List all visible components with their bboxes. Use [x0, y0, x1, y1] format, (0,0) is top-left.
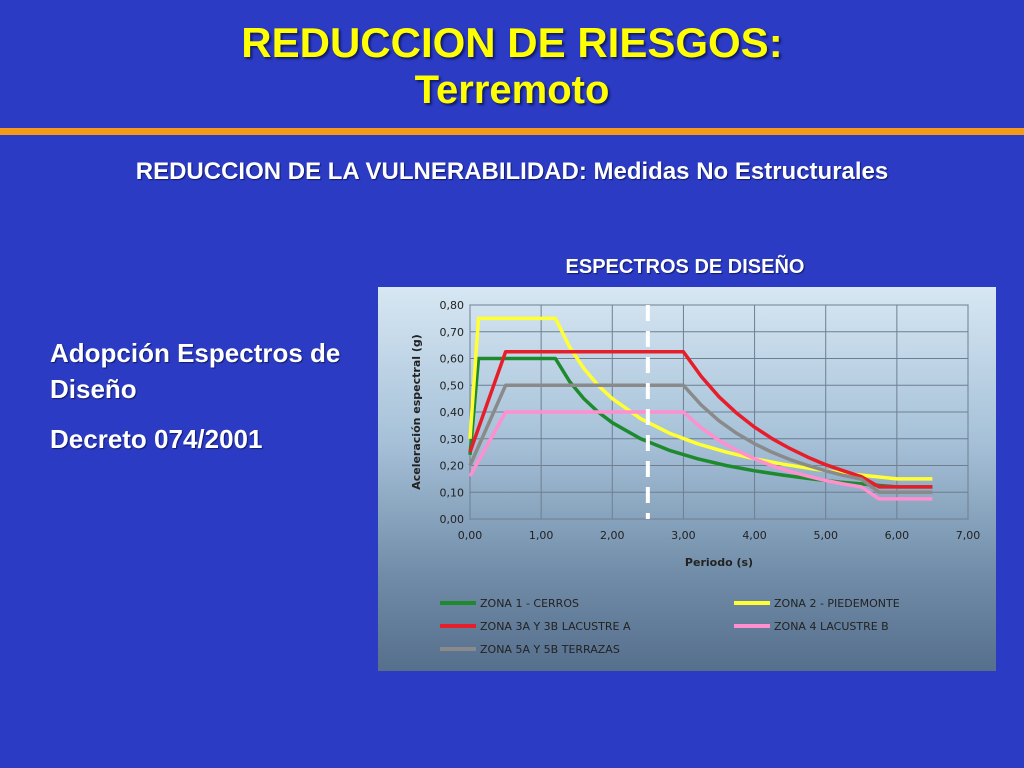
chart-panel: 0,00 0,10 0,20 0,30 0,40 0,50 0,60 0,70 0,80 0,00…: [378, 287, 996, 671]
spectra-chart: 0,00 0,10 0,20 0,30 0,40 0,50 0,60 0,70 0,80 0,00…: [410, 299, 981, 656]
y-axis-label: Aceleración espectral (g): [410, 334, 423, 490]
x-axis-label: Periodo (s): [685, 556, 753, 569]
y-tick-label: 0,00: [440, 513, 465, 526]
y-tick-label: 0,80: [440, 299, 465, 312]
x-tick-label: 3,00: [671, 529, 696, 542]
y-tick-label: 0,20: [440, 460, 465, 473]
y-tick-label: 0,50: [440, 379, 465, 392]
slide-title-subline: Terremoto: [414, 68, 610, 112]
x-tick-label: 7,00: [956, 529, 981, 542]
adoption-text: Adopción Espectros de Diseño: [50, 338, 341, 404]
y-tick-label: 0,70: [440, 326, 465, 339]
series-line: [468, 316, 933, 481]
legend-label: ZONA 3A Y 3B LACUSTRE A: [480, 620, 631, 633]
legend-label: ZONA 1 - CERROS: [480, 597, 579, 610]
title-divider: [0, 128, 1024, 135]
x-tick-label: 5,00: [813, 529, 838, 542]
chart-heading: ESPECTROS DE DISEÑO: [565, 256, 805, 278]
x-tick-label: 2,00: [600, 529, 625, 542]
series-line: [468, 350, 933, 489]
legend-label: ZONA 4 LACUSTRE B: [774, 620, 889, 633]
x-tick-label: 0,00: [458, 529, 483, 542]
series-line: [468, 410, 933, 501]
legend-label: ZONA 2 - PIEDEMONTE: [774, 597, 900, 610]
x-tick-label: 1,00: [529, 529, 554, 542]
y-tick-label: 0,10: [440, 486, 465, 499]
y-tick-label: 0,30: [440, 433, 465, 446]
legend-label: ZONA 5A Y 5B TERRAZAS: [480, 643, 620, 656]
left-text-block: Adopción Espectros de Diseño Decreto 074…: [50, 335, 350, 471]
y-tick-label: 0,40: [440, 406, 465, 419]
slide-title: REDUCCION DE RIESGOS:: [241, 19, 783, 66]
series-line: [468, 383, 933, 495]
x-tick-label: 6,00: [885, 529, 910, 542]
slide-subtitle: REDUCCION DE LA VULNERABILIDAD: Medidas …: [135, 158, 889, 185]
x-tick-label: 4,00: [742, 529, 767, 542]
y-tick-label: 0,60: [440, 353, 465, 366]
decree-text: Decreto 074/2001: [50, 424, 263, 454]
